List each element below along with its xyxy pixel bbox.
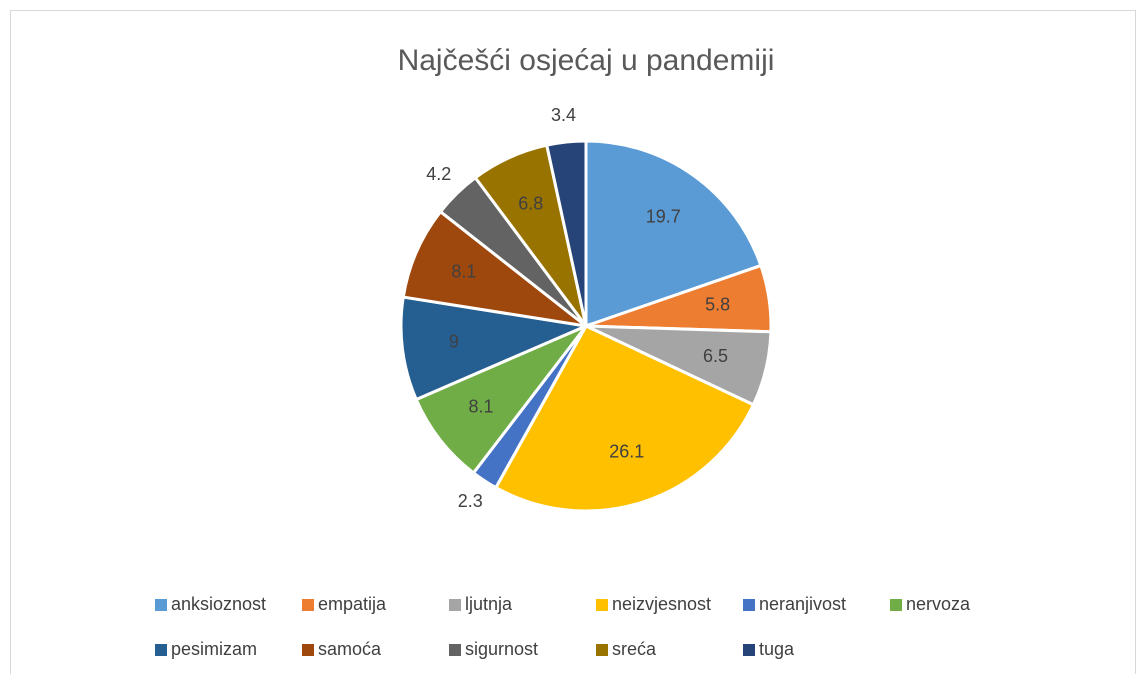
legend-swatch xyxy=(596,644,608,656)
data-label: 4.2 xyxy=(426,164,451,184)
legend-label: neranjivost xyxy=(759,594,846,614)
data-label: 8.1 xyxy=(468,397,493,417)
legend-swatch xyxy=(302,644,314,656)
legend-swatch xyxy=(449,599,461,611)
legend-label: nervoza xyxy=(906,594,971,614)
data-label: 9 xyxy=(449,331,459,351)
legend-label: anksioznost xyxy=(171,594,266,614)
legend-label: sreća xyxy=(612,639,657,659)
data-label: 5.8 xyxy=(705,295,730,315)
legend-label: sigurnost xyxy=(465,639,538,659)
legend-swatch xyxy=(302,599,314,611)
chart-title: Najčešći osjećaj u pandemiji xyxy=(398,44,775,77)
legend-label: samoća xyxy=(318,639,382,659)
legend-swatch xyxy=(155,644,167,656)
pie-slice xyxy=(414,322,591,475)
data-label: 26.1 xyxy=(609,442,644,462)
legend-label: pesimizam xyxy=(171,639,257,659)
data-label: 8.1 xyxy=(451,261,476,281)
legend-swatch xyxy=(449,644,461,656)
legend-label: ljutnja xyxy=(465,594,513,614)
data-label: 3.4 xyxy=(551,105,576,125)
legend-label: tuga xyxy=(759,639,795,659)
pie-slice xyxy=(399,295,592,402)
legend-swatch xyxy=(743,599,755,611)
pie-slice xyxy=(401,209,592,329)
pie-slice xyxy=(544,139,588,327)
data-label: 19.7 xyxy=(646,206,681,226)
legend-swatch xyxy=(596,599,608,611)
legend-swatch xyxy=(155,599,167,611)
legend-label: neizvjesnost xyxy=(612,594,711,614)
legend-swatch xyxy=(743,644,755,656)
data-label: 2.3 xyxy=(458,491,483,511)
data-label: 6.5 xyxy=(703,346,728,366)
data-label: 6.8 xyxy=(518,194,543,214)
legend-swatch xyxy=(890,599,902,611)
legend-label: empatija xyxy=(318,594,387,614)
